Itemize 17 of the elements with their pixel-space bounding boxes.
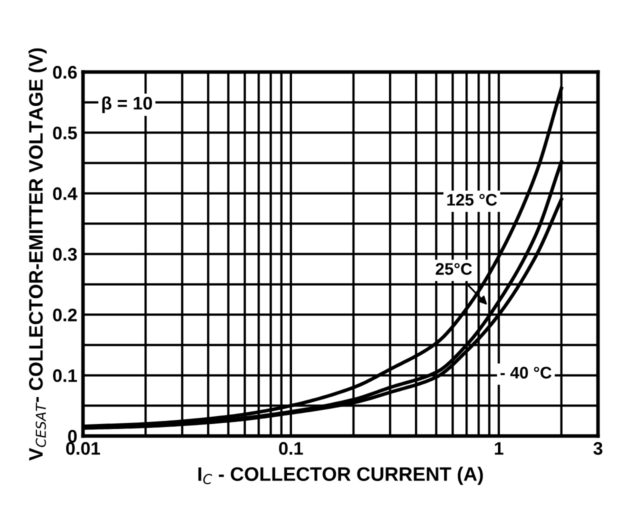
y-tick-label: 0.1 — [53, 369, 77, 382]
annotation: - 40 °C — [500, 366, 552, 379]
y-tick-label: 0 — [68, 430, 77, 443]
y-axis-title: V$_{CESAT}$- COLLECTOR-EMITTER VOLTAGE (V) — [28, 48, 47, 461]
x-tick-label: 0.01 — [66, 442, 100, 455]
x-tick-label: 3 — [593, 442, 602, 455]
y-tick-label: 0.5 — [53, 126, 77, 140]
y-tick-label: 0.4 — [53, 187, 78, 200]
x-tick-label: 1 — [494, 442, 504, 455]
annotation: 25°C — [436, 263, 472, 275]
x-axis-title: I$_{C}$ - COLLECTOR CURRENT (A) — [198, 466, 483, 485]
y-tick-label: 0.3 — [53, 248, 77, 261]
annotation: 125 °C — [447, 194, 497, 206]
x-tick-label: 0.1 — [279, 442, 303, 455]
annotation: β = 10 — [102, 96, 152, 114]
y-tick-label: 0.2 — [53, 308, 77, 322]
y-tick-label: 0.6 — [53, 66, 77, 79]
